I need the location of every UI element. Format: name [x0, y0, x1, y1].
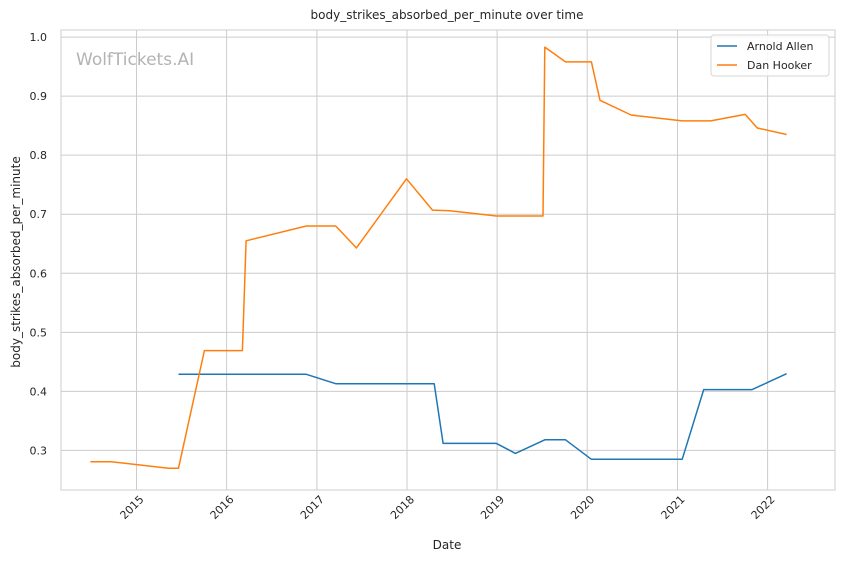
- y-axis-title: body_strikes_absorbed_per_minute: [9, 156, 23, 367]
- x-tick-label: 2017: [298, 493, 327, 522]
- y-tick-label: 0.6: [30, 267, 48, 280]
- x-tick-label: 2015: [118, 493, 147, 522]
- watermark: WolfTickets.AI: [76, 50, 194, 70]
- x-tick-label: 2019: [478, 493, 507, 522]
- x-axis-title: Date: [433, 538, 462, 552]
- y-tick-label: 0.4: [30, 385, 48, 398]
- y-tick-label: 0.9: [30, 90, 48, 103]
- x-tick-labels: 2015 2016 2017 2018 2019 2020 2021 2022: [118, 493, 778, 522]
- gridlines: [61, 30, 835, 490]
- y-tick-label: 0.5: [30, 326, 48, 339]
- y-tick-label: 1.0: [30, 31, 48, 44]
- y-tick-labels: 0.3 0.4 0.5 0.6 0.7 0.8 0.9 1.0: [30, 31, 48, 457]
- plot-frame: [60, 29, 836, 491]
- series-line-2: [90, 46, 787, 469]
- x-tick-label: 2016: [208, 493, 237, 522]
- x-tick-label: 2018: [388, 493, 417, 522]
- y-tick-label: 0.7: [30, 208, 48, 221]
- legend-label-2: Dan Hooker: [747, 59, 812, 72]
- legend-label-1: Arnold Allen: [747, 40, 813, 53]
- chart-title: body_strikes_absorbed_per_minute over ti…: [311, 8, 584, 22]
- x-tick-label: 2020: [568, 493, 597, 522]
- series-line-1: [178, 373, 787, 461]
- x-tick-label: 2022: [749, 493, 778, 522]
- y-tick-label: 0.8: [30, 149, 48, 162]
- series-lines: [90, 46, 787, 469]
- legend-box: [710, 34, 830, 77]
- legend: Arnold Allen Dan Hooker: [710, 34, 830, 77]
- y-tick-label: 0.3: [30, 444, 48, 457]
- x-tick-label: 2021: [659, 493, 688, 522]
